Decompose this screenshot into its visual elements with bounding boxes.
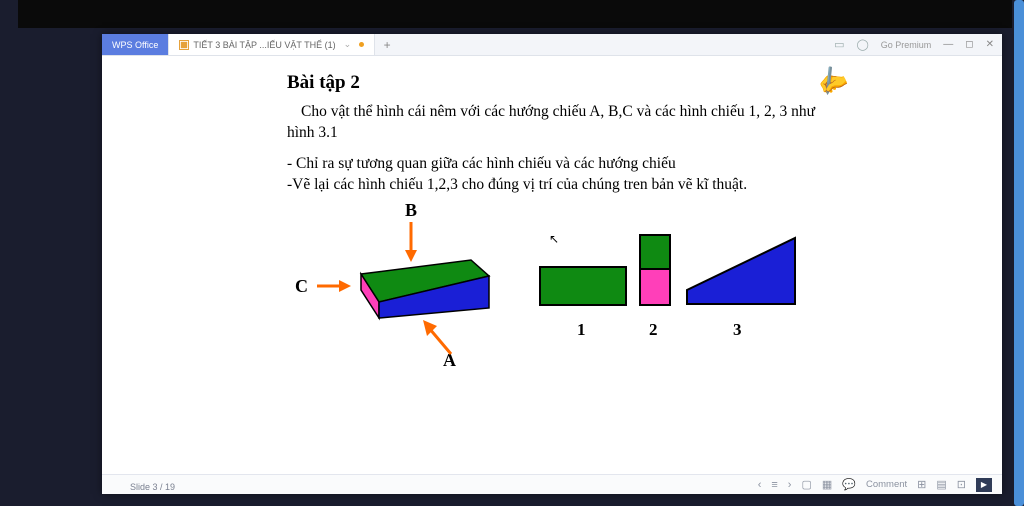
slide-counter: Slide 3 / 19 [130, 482, 175, 492]
main-column: WPS Office TIẾT 3 BÀI TẬP ...IẾU VẬT THỂ… [18, 0, 1012, 506]
paragraph-3: -Vẽ lại các hình chiếu 1,2,3 cho đúng vị… [287, 175, 817, 196]
os-top-bar [18, 0, 1012, 28]
mouse-cursor-icon: ↖ [549, 232, 559, 247]
prev-slide-button[interactable]: ‹ [758, 479, 762, 491]
next-slide-button[interactable]: › [788, 479, 792, 491]
label-3: 3 [733, 320, 742, 340]
slideshow-button[interactable]: ▶ [976, 478, 992, 492]
unsaved-dot-icon [359, 42, 364, 47]
maximize-button[interactable]: ◻ [965, 39, 973, 50]
titlebar-right: ▭ ◯ Go Premium — ◻ ✕ [826, 34, 1002, 55]
app-name: WPS Office [112, 40, 158, 50]
file-tab-label: TIẾT 3 BÀI TẬP ...IẾU VẬT THỂ (1) [193, 40, 335, 50]
projection-3 [685, 236, 797, 306]
minimize-button[interactable]: — [943, 39, 953, 50]
writing-hand-icon: ✍️ [812, 60, 852, 100]
slide-content: ✍️ Bài tập 2 Cho vật thể hình cái nêm vớ… [267, 62, 837, 392]
presentation-file-icon [179, 40, 189, 50]
status-bar: ‹ ≡ › ▢ ▦ 💬 Comment ⊞ ▤ ⊡ ▶ [102, 474, 1002, 494]
fit-icon[interactable]: ⊡ [957, 478, 966, 491]
close-button[interactable]: ✕ [986, 39, 994, 50]
slide-title: Bài tập 2 [287, 72, 817, 94]
screen-icon[interactable]: ▭ [834, 38, 844, 51]
grid-icon[interactable]: ▤ [936, 478, 946, 491]
figure: B C A [287, 202, 817, 384]
user-icon[interactable]: ◯ [856, 38, 868, 51]
wedge-3d [311, 216, 511, 366]
tab-strip: WPS Office TIẾT 3 BÀI TẬP ...IẾU VẬT THỂ… [102, 34, 1002, 56]
app-tab[interactable]: WPS Office [102, 34, 169, 55]
view-sorter-icon[interactable]: ▦ [822, 478, 832, 491]
go-premium-button[interactable]: Go Premium [881, 40, 932, 50]
comment-icon[interactable]: 💬 [842, 478, 856, 491]
paragraph-1: Cho vật thể hình cái nêm với các hướng c… [287, 102, 817, 144]
outline-icon[interactable]: ≡ [771, 479, 777, 491]
wps-window: WPS Office TIẾT 3 BÀI TẬP ...IẾU VẬT THỂ… [102, 34, 1002, 494]
slide-canvas: ✍️ Bài tập 2 Cho vật thể hình cái nêm vớ… [102, 56, 1002, 474]
label-2: 2 [649, 320, 658, 340]
projection-1 [539, 266, 627, 306]
file-tab[interactable]: TIẾT 3 BÀI TẬP ...IẾU VẬT THỂ (1) ⌄ [169, 34, 375, 55]
close-tab-icon[interactable]: ⌄ [344, 39, 352, 50]
view-reading-icon[interactable]: ⊞ [917, 478, 926, 491]
comment-label: Comment [866, 479, 907, 490]
view-normal-icon[interactable]: ▢ [801, 478, 811, 491]
label-1: 1 [577, 320, 586, 340]
os-left-rail [0, 0, 18, 506]
paragraph-2: - Chỉ ra sự tương quan giữa các hình chi… [287, 154, 817, 175]
os-right-rail [1014, 0, 1024, 506]
label-C: C [295, 276, 308, 297]
new-tab-button[interactable]: + [375, 34, 399, 55]
plus-icon: + [384, 38, 391, 52]
projection-2 [639, 234, 671, 306]
